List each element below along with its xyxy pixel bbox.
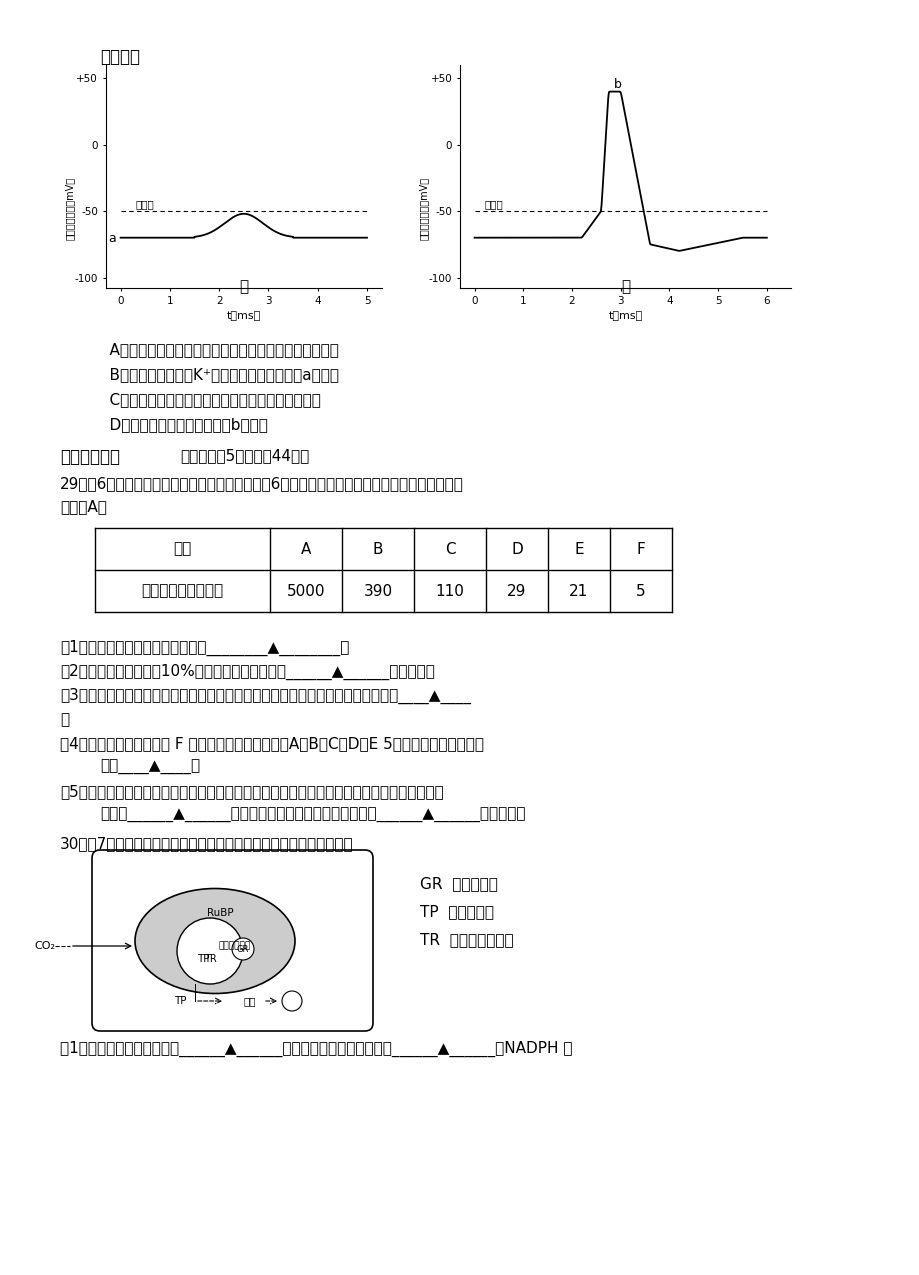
Text: GR: GR [236,945,249,954]
Text: D: D [511,542,522,556]
Text: 蔗糖: 蔗糖 [244,996,256,1006]
Text: D．增加刺激强度无法使乙图b点上升: D．增加刺激强度无法使乙图b点上升 [90,417,267,432]
Text: （3）如果池塘受到了农药污染，则位于食物链顶位的物种受害最严重，该现象称为____▲____: （3）如果池塘受到了农药污染，则位于食物链顶位的物种受害最严重，该现象称为___… [60,688,471,704]
Text: 390: 390 [363,584,392,598]
Text: F: F [636,542,644,556]
Circle shape [176,918,243,984]
Circle shape [282,991,301,1011]
Text: 一定的______▲______能力，这种能力的大小与生态系统的______▲______关系密切。: 一定的______▲______能力，这种能力的大小与生态系统的______▲_… [100,808,525,824]
Text: 5000: 5000 [287,584,325,598]
Text: 5: 5 [636,584,645,598]
Text: 有机物同化量相对值: 有机物同化量相对值 [142,584,223,598]
Text: TR: TR [203,954,216,964]
Text: 29．（6分）下表是某池塘生态系统一个食物网中6个种群有机物同化量的相对值，其中是生产者: 29．（6分）下表是某池塘生态系统一个食物网中6个种群有机物同化量的相对值，其中… [60,476,463,491]
Text: CO₂: CO₂ [34,941,55,951]
Text: TP  三碳糖磷酸: TP 三碳糖磷酸 [420,904,494,919]
Text: C: C [444,542,455,556]
Text: （1）上图所示的生理过程为______▲______循环，该循环的关键步骤是______▲______，NADPH 在: （1）上图所示的生理过程为______▲______循环，该循环的关键步骤是__… [60,1040,572,1057]
Text: 错误的是: 错误的是 [100,48,140,66]
FancyBboxPatch shape [92,850,372,1031]
Circle shape [232,938,254,960]
Text: A: A [301,542,311,556]
Text: TP: TP [174,996,186,1006]
Text: A．甲图所示的电位传播至肌纤维部，不能引起肌肉收缩: A．甲图所示的电位传播至肌纤维部，不能引起肌肉收缩 [90,342,338,357]
X-axis label: t（ms）: t（ms） [226,311,261,321]
Text: E: E [573,542,584,556]
Ellipse shape [135,889,295,993]
Text: 淀粉合成途径: 淀粉合成途径 [219,941,251,950]
Text: 的是____▲____。: 的是____▲____。 [100,760,200,775]
Text: 甲: 甲 [239,279,248,293]
Text: C．乙图表示肌膜去极化达到阈电位，产生动作电位: C．乙图表示肌膜去极化达到阈电位，产生动作电位 [90,391,321,407]
Text: 阈电位: 阈电位 [135,199,154,209]
Text: a: a [108,232,116,245]
Text: GR  葡萄糖载体: GR 葡萄糖载体 [420,876,497,891]
X-axis label: t（ms）: t（ms） [607,311,642,321]
Text: RuBP: RuBP [207,908,233,918]
Text: 的只有A。: 的只有A。 [60,499,107,514]
Text: 21: 21 [569,584,588,598]
Text: 110: 110 [435,584,464,598]
Y-axis label: 膜内外电位差（mV）: 膜内外电位差（mV） [64,176,74,240]
Y-axis label: 膜内外电位差（mV）: 膜内外电位差（mV） [418,176,428,240]
Text: TR  三碳糖磷酸载体: TR 三碳糖磷酸载体 [420,932,513,947]
Text: 。: 。 [60,711,69,727]
Text: （4）如果向该池塘引入以 F 为专一食物的水生动物，A、B、C、D、E 5个种群中密度首先下降: （4）如果向该池塘引入以 F 为专一食物的水生动物，A、B、C、D、E 5个种群… [60,736,483,751]
Text: （5）一般情况下，池塘生态系统的结构和功能能够维持相对稳定，表明池塘生态系统的部具有: （5）一般情况下，池塘生态系统的结构和功能能够维持相对稳定，表明池塘生态系统的部… [60,784,443,799]
Text: 二、非选择题: 二、非选择题 [60,448,119,465]
Text: （1）该池塘中所有的生物构成一个________▲________。: （1）该池塘中所有的生物构成一个________▲________。 [60,640,349,657]
Text: （2）若能量传递效率按10%计算，该食物网最多有______▲______条食物链。: （2）若能量传递效率按10%计算，该食物网最多有______▲______条食物… [60,664,435,680]
Text: TP: TP [197,954,209,964]
Text: （本大题共5小题，共44分）: （本大题共5小题，共44分） [180,448,309,463]
Text: 29: 29 [506,584,526,598]
Text: B: B [372,542,383,556]
Text: 30．（7分）下图为叶肉细胞中部分代途径示意图。请回答以下问题：: 30．（7分）下图为叶肉细胞中部分代途径示意图。请回答以下问题： [60,836,353,850]
Text: 阈电位: 阈电位 [483,199,503,209]
Text: 乙: 乙 [620,279,630,293]
Text: b: b [614,78,621,91]
Text: B．若突触间隙中的K⁺浓度急性下降，则甲图a点下移: B．若突触间隙中的K⁺浓度急性下降，则甲图a点下移 [90,367,338,382]
Text: 种群: 种群 [173,542,191,556]
